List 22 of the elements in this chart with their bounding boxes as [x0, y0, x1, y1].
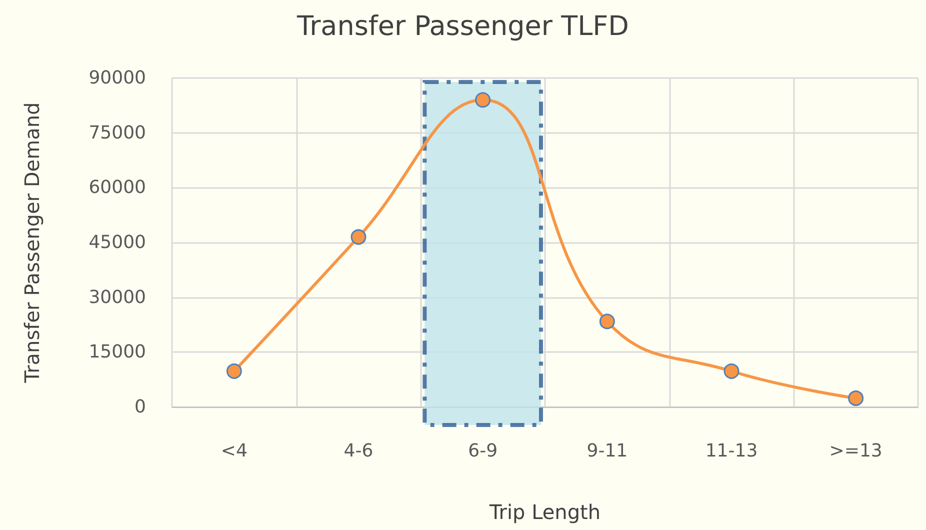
point [599, 314, 615, 330]
x-tick-label: 9-11 [586, 440, 628, 462]
x-axis-title: Trip Length [488, 500, 601, 524]
y-tick-label: 90000 [88, 68, 146, 88]
x-tick-label: <4 [220, 440, 248, 462]
chart-title: Transfer Passenger TLFD [296, 11, 629, 42]
y-tick-label: 75000 [88, 122, 146, 144]
point [226, 363, 242, 379]
point [724, 363, 740, 379]
point [475, 92, 491, 108]
y-tick-label: 45000 [88, 232, 146, 253]
y-tick-label: 0 [134, 396, 146, 418]
y-tick-label: 30000 [88, 286, 146, 308]
y-tick-label: 15000 [88, 342, 146, 363]
x-tick-label: >=13 [829, 440, 882, 462]
point [350, 229, 366, 245]
y-axis-title: Transfer Passenger Demand [20, 102, 44, 384]
x-tick-label: 4-6 [344, 440, 374, 462]
x-tick-label: 6-9 [468, 440, 498, 462]
point [848, 390, 864, 406]
x-tick-label: 11-13 [705, 440, 758, 462]
y-tick-label: 60000 [88, 177, 146, 198]
